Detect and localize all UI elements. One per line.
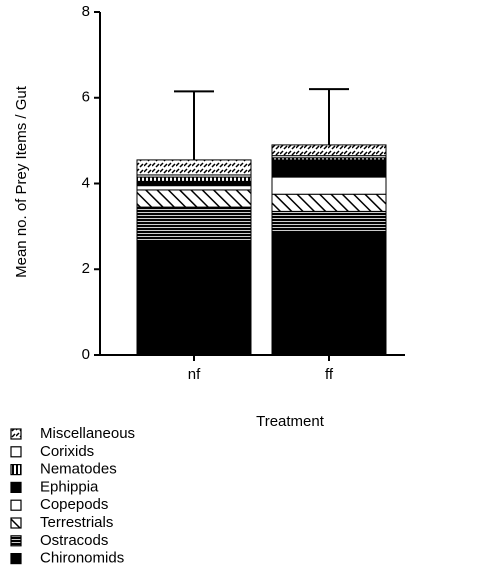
bar-segment	[271, 232, 387, 356]
bar-segment	[136, 180, 252, 187]
legend-swatch	[10, 481, 22, 493]
x-tick-label: ff	[325, 366, 334, 383]
y-tick-label: 4	[82, 174, 90, 191]
bar-segment	[136, 176, 252, 182]
bar-segment	[136, 206, 252, 242]
bar-segment	[271, 193, 387, 212]
y-tick-label: 8	[82, 3, 90, 20]
legend-label: Corixids	[40, 443, 94, 460]
y-tick-label: 2	[82, 260, 90, 277]
legend-swatch	[10, 446, 22, 458]
legend-label: Ephippia	[40, 478, 99, 495]
legend-label: Chironomids	[40, 550, 124, 567]
legend-swatch	[10, 464, 22, 476]
bar-segment	[271, 159, 387, 178]
legend-swatch	[10, 517, 22, 529]
legend-label: Nematodes	[40, 461, 117, 478]
y-tick-label: 0	[82, 346, 90, 363]
y-axis-label: Mean no. of Prey Items / Gut	[13, 85, 30, 278]
legend-label: Terrestrials	[40, 514, 113, 531]
bar-segment	[271, 144, 387, 157]
bar-segment	[271, 176, 387, 195]
legend-label: Copepods	[40, 496, 108, 513]
bar-segment	[271, 210, 387, 234]
legend-swatch	[10, 535, 22, 547]
x-tick-label: nf	[188, 366, 201, 383]
bar-segment	[136, 185, 252, 191]
legend-swatch	[10, 499, 22, 511]
legend-swatch	[10, 428, 22, 440]
legend-label: Miscellaneous	[40, 425, 135, 442]
bar-segment	[136, 240, 252, 356]
bar-segment	[136, 189, 252, 208]
bar-segment	[136, 159, 252, 176]
x-axis-label: Treatment	[256, 413, 325, 430]
y-tick-label: 6	[82, 89, 90, 106]
legend-swatch	[10, 552, 22, 565]
legend-label: Ostracods	[40, 532, 108, 549]
